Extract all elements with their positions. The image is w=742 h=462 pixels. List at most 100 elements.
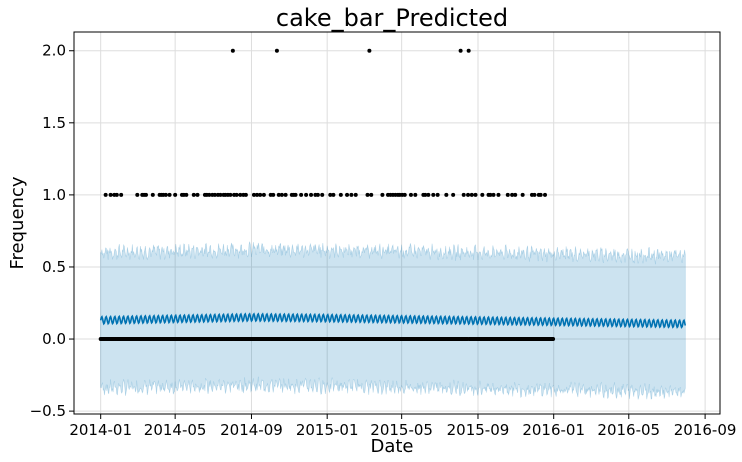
- observed-point: [191, 192, 196, 197]
- observed-point: [444, 192, 449, 197]
- observed-point: [466, 192, 471, 197]
- y-tick-label: 2.0: [42, 42, 66, 60]
- x-tick-label: 2014-05: [144, 421, 207, 439]
- observed-point: [234, 192, 239, 197]
- observed-points: [98, 48, 556, 342]
- observed-point: [320, 192, 325, 197]
- y-tick-label: 0.5: [42, 258, 66, 276]
- x-tick-label: 2014-01: [69, 421, 132, 439]
- observed-point: [461, 192, 466, 197]
- observed-point: [230, 48, 235, 53]
- observed-point: [469, 192, 474, 197]
- forecast-line: [99, 312, 687, 329]
- plot-frame: [73, 31, 721, 415]
- x-axis: 2014-01 2014-05 2014-09 2015-01 2015-05 2015-…: [69, 414, 736, 439]
- uncertainty-band: [100, 241, 686, 400]
- observed-point: [255, 192, 260, 197]
- observed-point: [103, 192, 108, 197]
- observed-point: [380, 192, 385, 197]
- y-tick-label: 1.5: [42, 114, 66, 132]
- observed-point: [451, 192, 456, 197]
- observed-point: [212, 192, 217, 197]
- chart-title: cake_bar_Predicted: [276, 4, 508, 32]
- observed-point: [173, 192, 178, 197]
- observed-point: [119, 192, 124, 197]
- observed-point: [283, 192, 288, 197]
- x-tick-label: 2015-01: [296, 421, 359, 439]
- observed-point: [510, 192, 515, 197]
- observed-point: [184, 192, 189, 197]
- observed-point: [274, 48, 279, 53]
- observed-point: [163, 192, 168, 197]
- observed-point: [150, 192, 155, 197]
- observed-point: [143, 192, 148, 197]
- observed-point: [331, 192, 336, 197]
- observed-point: [431, 192, 436, 197]
- observed-point: [473, 192, 478, 197]
- x-tick-label: 2015-05: [370, 421, 433, 439]
- observed-point: [488, 192, 493, 197]
- y-axis: −0.5 0.0 0.5 1.0 1.5 2.0: [30, 42, 74, 420]
- observed-point: [496, 192, 501, 197]
- observed-point: [315, 192, 320, 197]
- observed-point: [299, 192, 304, 197]
- observed-point: [261, 192, 266, 197]
- observed-point: [279, 192, 284, 197]
- x-tick-label: 2016-05: [597, 421, 660, 439]
- observed-point: [458, 48, 463, 53]
- observed-point: [551, 337, 556, 342]
- observed-point: [114, 192, 119, 197]
- observed-point: [349, 192, 354, 197]
- observed-point: [218, 192, 223, 197]
- observed-point: [258, 192, 263, 197]
- x-axis-label: Date: [370, 436, 413, 457]
- y-axis-label: Frequency: [7, 176, 28, 269]
- observed-point: [309, 192, 314, 197]
- observed-point: [480, 192, 485, 197]
- observed-point: [423, 192, 428, 197]
- observed-point: [271, 192, 276, 197]
- observed-point: [466, 48, 471, 53]
- observed-point: [491, 192, 496, 197]
- y-tick-label: 1.0: [42, 186, 66, 204]
- observed-point: [413, 192, 418, 197]
- observed-point: [520, 192, 525, 197]
- observed-point: [276, 192, 281, 197]
- observed-point: [513, 192, 518, 197]
- x-tick-label: 2015-09: [447, 421, 510, 439]
- observed-point: [353, 192, 358, 197]
- y-tick-label: −0.5: [30, 402, 66, 420]
- observed-point: [328, 192, 333, 197]
- observed-point: [243, 192, 248, 197]
- observed-point: [195, 192, 200, 197]
- forecast-series: [99, 312, 687, 329]
- observed-point: [538, 192, 543, 197]
- observed-point: [251, 192, 256, 197]
- observed-point: [426, 192, 431, 197]
- observed-point: [108, 192, 113, 197]
- x-tick-label: 2014-09: [220, 421, 283, 439]
- observed-point: [369, 192, 374, 197]
- observed-point: [543, 192, 547, 197]
- observed-point: [402, 192, 407, 197]
- observed-point: [304, 192, 309, 197]
- observed-point: [207, 192, 212, 197]
- observed-point: [505, 192, 510, 197]
- x-tick-label: 2016-09: [674, 421, 737, 439]
- observed-point: [135, 192, 140, 197]
- observed-point: [532, 192, 537, 197]
- observed-point: [167, 192, 172, 197]
- observed-point: [408, 192, 413, 197]
- y-tick-label: 0.0: [42, 330, 66, 348]
- observed-point: [338, 192, 343, 197]
- observed-point: [238, 192, 243, 197]
- observed-point: [293, 192, 298, 197]
- uncertainty-interval: [100, 241, 686, 400]
- observed-point: [345, 192, 350, 197]
- observed-point: [367, 48, 372, 53]
- observed-point: [435, 192, 440, 197]
- observed-point: [365, 192, 370, 197]
- x-tick-label: 2016-01: [522, 421, 585, 439]
- observed-point: [228, 192, 233, 197]
